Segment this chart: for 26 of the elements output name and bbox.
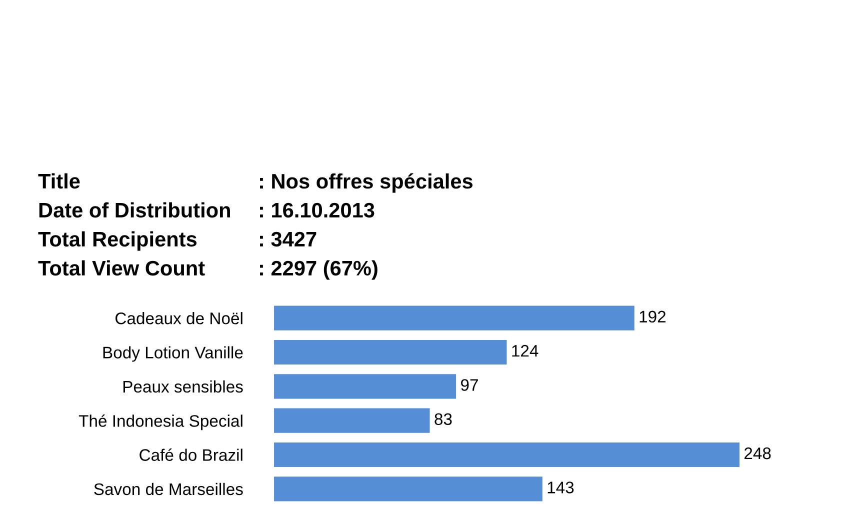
data-label: 192: [640, 310, 666, 323]
bar: [274, 306, 634, 330]
bar: [274, 374, 456, 399]
data-label: 97: [461, 379, 478, 391]
y-tick-label: Cadeaux de Noël: [116, 312, 242, 324]
text: Total Recipients: [38, 231, 197, 251]
bar: [274, 408, 430, 433]
text: : Nos offres spéciales: [260, 173, 473, 193]
text: : 3427: [260, 232, 316, 247]
data-label: 248: [744, 447, 771, 460]
text: Date of Distribution: [39, 202, 230, 218]
text: Title: [38, 173, 80, 189]
bar: [274, 476, 542, 502]
y-tick-label: Thé Indonesia Special: [78, 414, 242, 430]
y-tick-label: Body Lotion Vanille: [103, 346, 243, 362]
bar: [274, 442, 740, 468]
text: Total View Count: [38, 260, 205, 276]
text: : 2297 (67%): [260, 260, 378, 280]
data-label: 83: [434, 413, 452, 426]
y-tick-label: Peaux sensibles: [123, 380, 243, 393]
y-tick-label: Savon de Marseilles: [94, 482, 243, 496]
bar: [274, 340, 507, 365]
data-label: 143: [548, 482, 574, 494]
data-label: 124: [512, 344, 538, 357]
y-tick-label: Café do Brazil: [140, 448, 242, 461]
text: : 16.10.2013: [260, 202, 374, 218]
